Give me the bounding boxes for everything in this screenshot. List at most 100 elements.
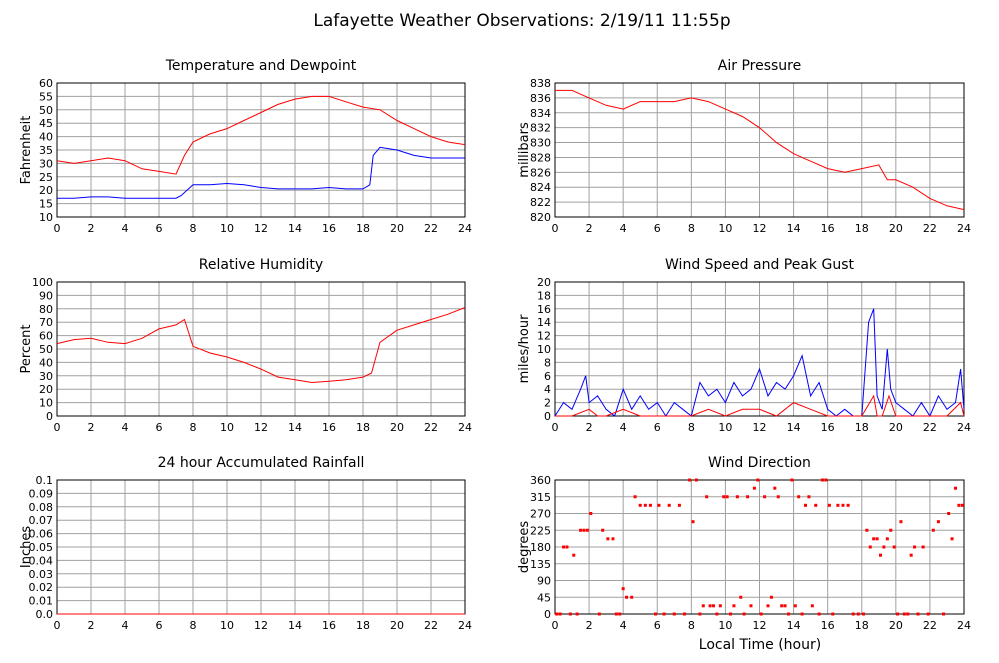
data-point bbox=[906, 612, 910, 616]
x-tick-label: 2 bbox=[586, 619, 593, 632]
y-tick-label: 30 bbox=[39, 370, 53, 383]
y-tick-label: 45 bbox=[39, 117, 53, 130]
y-tick-label: 25 bbox=[39, 171, 53, 184]
y-tick-label: 826 bbox=[530, 166, 551, 179]
data-point bbox=[742, 612, 746, 616]
data-point bbox=[942, 612, 946, 616]
data-point bbox=[625, 595, 629, 599]
series-line bbox=[555, 394, 965, 417]
data-point bbox=[841, 503, 845, 507]
y-tick-label: 0.08 bbox=[29, 501, 54, 514]
data-point bbox=[878, 553, 882, 557]
x-tick-label: 12 bbox=[254, 619, 268, 632]
data-point bbox=[698, 612, 702, 616]
data-point bbox=[579, 528, 583, 532]
y-tick-label: 60 bbox=[39, 77, 53, 90]
chart-title: Wind Speed and Peak Gust bbox=[665, 257, 854, 273]
data-point bbox=[776, 495, 780, 499]
x-tick-label: 22 bbox=[923, 222, 937, 235]
data-point bbox=[804, 503, 808, 507]
data-point bbox=[851, 612, 855, 616]
data-point bbox=[766, 604, 770, 608]
chart-title: Air Pressure bbox=[718, 58, 801, 74]
y-tick-label: 20 bbox=[39, 383, 53, 396]
y-tick-label: 0.01 bbox=[29, 595, 54, 608]
data-point bbox=[715, 612, 719, 616]
x-tick-label: 8 bbox=[688, 421, 695, 434]
plot-frame bbox=[56, 82, 466, 218]
x-tick-label: 12 bbox=[753, 619, 767, 632]
data-point bbox=[953, 486, 957, 490]
data-point bbox=[899, 520, 903, 524]
data-point bbox=[568, 612, 572, 616]
x-tick-label: 8 bbox=[190, 222, 197, 235]
x-tick-label: 14 bbox=[288, 619, 302, 632]
data-point bbox=[846, 503, 850, 507]
y-tick-label: 828 bbox=[530, 151, 551, 164]
data-point bbox=[667, 503, 671, 507]
data-point bbox=[759, 612, 763, 616]
y-tick-label: 0 bbox=[46, 410, 53, 423]
x-tick-label: 20 bbox=[889, 619, 903, 632]
y-tick-label: 16 bbox=[537, 303, 551, 316]
x-tick-label: 16 bbox=[821, 619, 835, 632]
y-tick-label: 40 bbox=[39, 131, 53, 144]
x-tick-label: 20 bbox=[889, 222, 903, 235]
y-tick-label: 315 bbox=[530, 491, 551, 504]
x-tick-label: 24 bbox=[957, 421, 971, 434]
data-point bbox=[575, 612, 579, 616]
plot-frame bbox=[554, 479, 965, 615]
data-point bbox=[827, 503, 831, 507]
data-point bbox=[638, 503, 642, 507]
y-tick-label: 0.05 bbox=[29, 541, 54, 554]
data-point bbox=[931, 528, 935, 532]
data-point bbox=[960, 503, 964, 507]
x-tick-label: 4 bbox=[620, 222, 627, 235]
data-point bbox=[691, 520, 695, 524]
x-tick-label: 8 bbox=[688, 619, 695, 632]
y-tick-label: 18 bbox=[537, 289, 551, 302]
y-tick-label: 30 bbox=[39, 157, 53, 170]
data-point bbox=[756, 478, 760, 482]
y-tick-label: 225 bbox=[530, 524, 551, 537]
y-axis-label: Percent bbox=[19, 325, 34, 374]
y-tick-label: 70 bbox=[39, 316, 53, 329]
y-tick-label: 820 bbox=[530, 211, 551, 224]
data-point bbox=[793, 604, 797, 608]
y-tick-label: 832 bbox=[530, 122, 551, 135]
data-point bbox=[783, 604, 787, 608]
y-tick-label: 90 bbox=[39, 289, 53, 302]
chart-title: 24 hour Accumulated Rainfall bbox=[158, 455, 365, 471]
x-tick-label: 2 bbox=[88, 619, 95, 632]
x-tick-label: 0 bbox=[552, 222, 559, 235]
data-point bbox=[926, 612, 930, 616]
x-tick-label: 18 bbox=[855, 222, 869, 235]
x-tick-label: 6 bbox=[654, 619, 661, 632]
data-point bbox=[950, 537, 954, 541]
y-tick-label: 55 bbox=[39, 90, 53, 103]
x-tick-label: 10 bbox=[220, 421, 234, 434]
x-tick-label: 0 bbox=[54, 421, 61, 434]
data-point bbox=[769, 595, 773, 599]
x-tick-label: 0 bbox=[552, 421, 559, 434]
chart-title: Relative Humidity bbox=[199, 257, 323, 273]
data-point bbox=[643, 503, 647, 507]
data-point bbox=[633, 495, 637, 499]
y-tick-label: 270 bbox=[530, 508, 551, 521]
y-tick-label: 0.0 bbox=[36, 608, 54, 621]
series-line bbox=[555, 89, 965, 211]
data-point bbox=[708, 604, 712, 608]
y-tick-label: 0.1 bbox=[36, 474, 54, 487]
data-point bbox=[882, 545, 886, 549]
x-tick-label: 4 bbox=[620, 421, 627, 434]
x-tick-label: 12 bbox=[753, 421, 767, 434]
data-point bbox=[558, 612, 562, 616]
x-tick-label: 8 bbox=[688, 222, 695, 235]
x-axis-label: Local Time (hour) bbox=[699, 637, 821, 653]
y-tick-label: 0.07 bbox=[29, 514, 54, 527]
data-point bbox=[732, 604, 736, 608]
data-point bbox=[892, 545, 896, 549]
y-tick-label: 10 bbox=[39, 397, 53, 410]
x-tick-label: 22 bbox=[424, 619, 438, 632]
